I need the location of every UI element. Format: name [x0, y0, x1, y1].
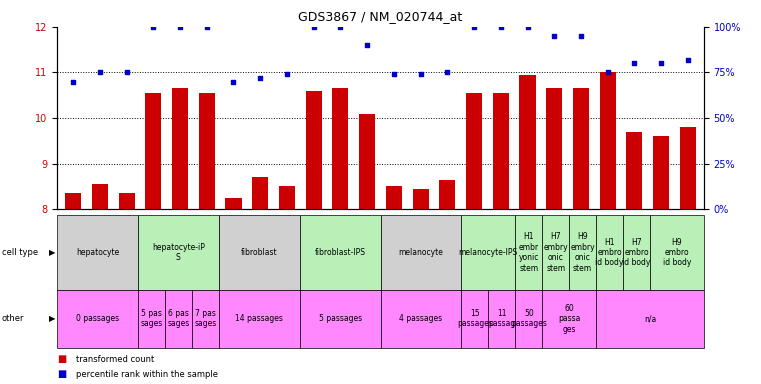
Text: H9
embry
onic
stem: H9 embry onic stem [570, 232, 595, 273]
Point [307, 24, 320, 30]
Bar [520, 75, 536, 209]
Text: melanocyte: melanocyte [399, 248, 444, 257]
Point [388, 71, 400, 78]
Bar [653, 136, 669, 209]
Text: 60
passa
ges: 60 passa ges [558, 304, 581, 334]
Point [521, 24, 533, 30]
Text: GDS3867 / NM_020744_at: GDS3867 / NM_020744_at [298, 10, 463, 23]
Bar [546, 88, 562, 209]
Point [629, 60, 641, 66]
Bar [333, 88, 349, 209]
Text: H9
embro
id body: H9 embro id body [663, 238, 691, 267]
Text: cell type: cell type [2, 248, 37, 257]
Bar [65, 193, 81, 209]
Text: 0 passages: 0 passages [76, 314, 119, 323]
Point [602, 70, 614, 76]
Text: hepatocyte: hepatocyte [76, 248, 119, 257]
Text: 11
passag: 11 passag [488, 309, 515, 328]
Text: 4 passages: 4 passages [400, 314, 442, 323]
Point [495, 24, 507, 30]
Text: H7
embry
onic
stem: H7 embry onic stem [543, 232, 568, 273]
Text: 7 pas
sages: 7 pas sages [194, 309, 216, 328]
Bar [466, 93, 482, 209]
Text: 5 passages: 5 passages [319, 314, 361, 323]
Bar [439, 180, 455, 209]
Point [174, 24, 186, 30]
Bar [119, 193, 135, 209]
Text: ■: ■ [57, 354, 66, 364]
Point [655, 60, 667, 66]
Text: percentile rank within the sample: percentile rank within the sample [76, 370, 218, 379]
Bar [359, 114, 375, 209]
Point [147, 24, 159, 30]
Point [228, 78, 240, 84]
Point [468, 24, 480, 30]
Bar [225, 198, 241, 209]
Text: hepatocyte-iP
S: hepatocyte-iP S [152, 243, 205, 262]
Point [254, 75, 266, 81]
Point [281, 71, 293, 78]
Bar [279, 187, 295, 209]
Text: 50
passages: 50 passages [511, 309, 546, 328]
Point [94, 70, 106, 76]
Bar [252, 177, 268, 209]
Point [682, 57, 694, 63]
Point [120, 70, 132, 76]
Text: fibroblast: fibroblast [241, 248, 278, 257]
Point [575, 33, 587, 39]
Text: fibroblast-IPS: fibroblast-IPS [314, 248, 365, 257]
Bar [680, 127, 696, 209]
Bar [306, 91, 322, 209]
Point [441, 70, 454, 76]
Text: 6 pas
sages: 6 pas sages [167, 309, 189, 328]
Text: ▶: ▶ [49, 314, 55, 323]
Bar [573, 88, 589, 209]
Point [361, 42, 373, 48]
Bar [92, 184, 108, 209]
Text: ■: ■ [57, 369, 66, 379]
Point [334, 24, 346, 30]
Text: 14 passages: 14 passages [235, 314, 283, 323]
Bar [412, 189, 428, 209]
Text: H1
embro
id body: H1 embro id body [595, 238, 624, 267]
Bar [145, 93, 161, 209]
Bar [172, 88, 188, 209]
Text: 5 pas
sages: 5 pas sages [140, 309, 163, 328]
Point [415, 71, 427, 78]
Point [548, 33, 560, 39]
Bar [600, 73, 616, 209]
Text: ▶: ▶ [49, 248, 55, 257]
Text: transformed count: transformed count [76, 354, 154, 364]
Text: H1
embr
yonic
stem: H1 embr yonic stem [518, 232, 539, 273]
Bar [199, 93, 215, 209]
Text: n/a: n/a [644, 314, 656, 323]
Point [201, 24, 213, 30]
Text: other: other [2, 314, 24, 323]
Bar [386, 187, 402, 209]
Point [67, 78, 79, 84]
Text: melanocyte-IPS: melanocyte-IPS [459, 248, 518, 257]
Text: 15
passages: 15 passages [457, 309, 493, 328]
Bar [493, 93, 509, 209]
Bar [626, 132, 642, 209]
Text: H7
embro
id body: H7 embro id body [622, 238, 651, 267]
